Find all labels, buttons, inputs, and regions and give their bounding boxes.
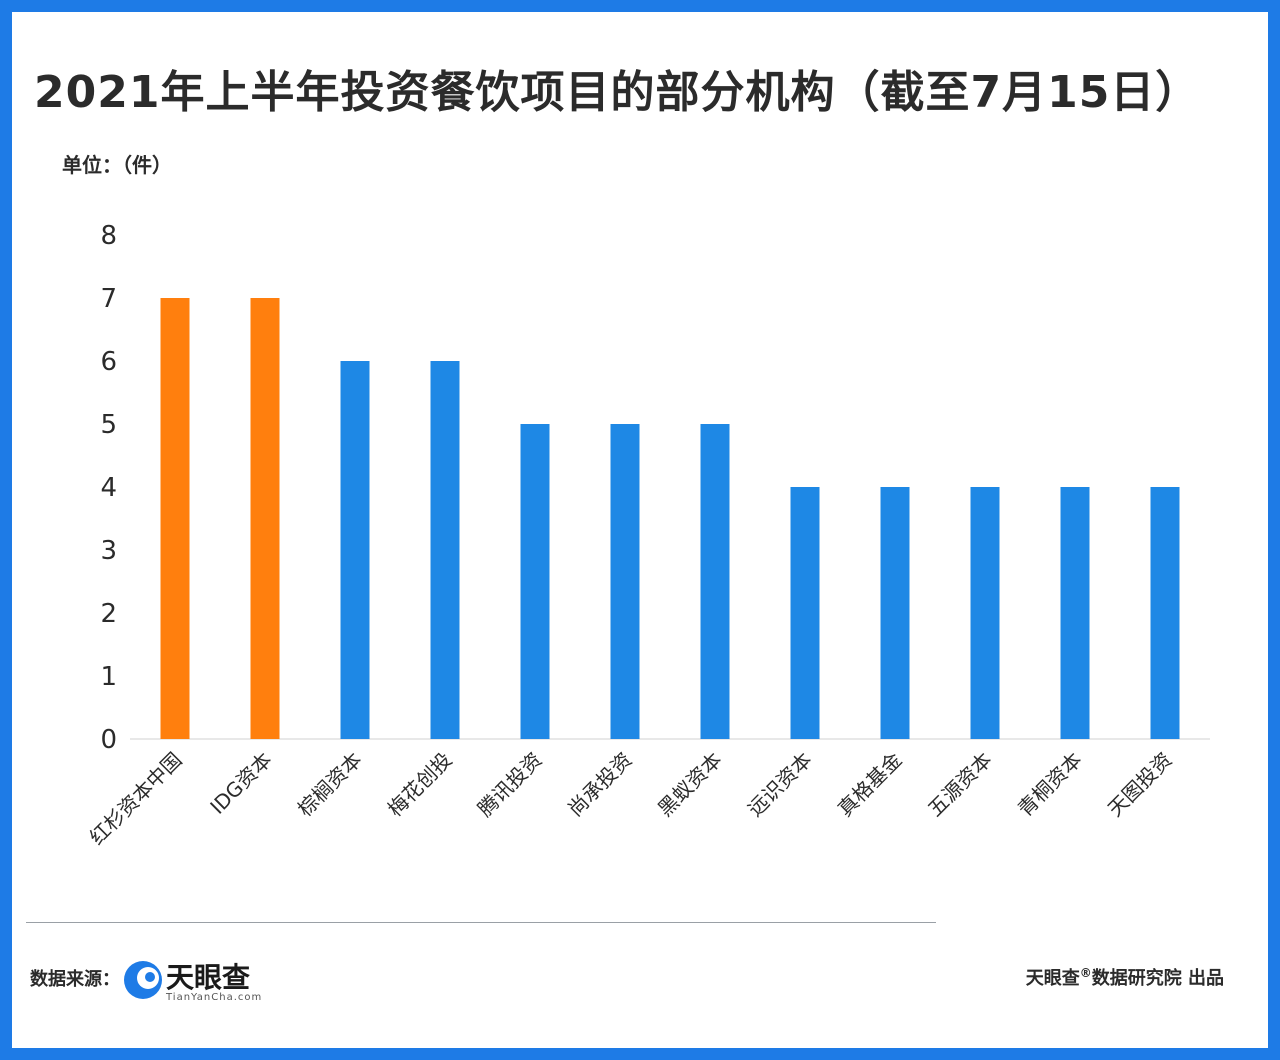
x-tick-label: 棕榈资本 xyxy=(293,748,367,822)
x-tick-label: 真格基金 xyxy=(833,748,907,822)
x-tick-label: 远识资本 xyxy=(743,748,817,822)
bar xyxy=(1060,487,1090,739)
bar xyxy=(430,361,460,739)
bar xyxy=(520,424,550,739)
registered-mark: ® xyxy=(1079,966,1092,980)
x-tick-label: 黑蚁资本 xyxy=(653,748,727,822)
source-label: 数据来源： xyxy=(30,969,120,990)
bar xyxy=(250,298,280,739)
y-tick-label: 6 xyxy=(100,347,117,377)
y-tick-label: 1 xyxy=(100,662,117,692)
bar-chart: 0 1 2 3 4 5 6 7 8 红杉资本中国 IDG资本 棕榈资本 梅花创投 腾讯投资 尚承投资 黑蚁资本… xyxy=(85,221,1210,850)
tianyancha-logo: 天眼查 TianYanCha.com xyxy=(122,954,282,1006)
chart-title: 2021年上半年投资餐饮项目的部分机构（截至7月15日） xyxy=(34,67,1201,118)
bar xyxy=(970,487,1000,739)
y-tick-label: 0 xyxy=(100,725,117,755)
x-tick-label: 尚承投资 xyxy=(563,748,637,822)
x-tick-label: 五源资本 xyxy=(923,748,997,822)
bar xyxy=(340,361,370,739)
logo-text: 天眼查 xyxy=(166,961,251,994)
y-tick-label: 8 xyxy=(100,221,117,251)
x-tick-label: 梅花创投 xyxy=(383,748,457,822)
y-tick-label: 7 xyxy=(100,284,117,314)
bar xyxy=(880,487,910,739)
footer-divider xyxy=(26,922,936,923)
logo-domain-text: TianYanCha.com xyxy=(166,992,263,1003)
y-tick-label: 4 xyxy=(100,473,117,503)
credit-rest: 数据研究院 出品 xyxy=(1091,968,1224,989)
y-tick-label: 2 xyxy=(100,599,117,629)
x-tick-label: 天图投资 xyxy=(1103,748,1177,822)
y-axis-unit-label: 单位：（件） xyxy=(62,153,172,177)
y-tick-label: 3 xyxy=(100,536,117,566)
bar xyxy=(610,424,640,739)
bar xyxy=(1150,487,1180,739)
credit-brand: 天眼查 xyxy=(1025,968,1080,989)
x-tick-label: 红杉资本中国 xyxy=(85,748,187,850)
chart-card: 2021年上半年投资餐饮项目的部分机构（截至7月15日） 单位：（件） 0 1 2 3… xyxy=(12,12,1268,1048)
x-tick-label: IDG资本 xyxy=(205,748,276,819)
x-tick-label: 青桐资本 xyxy=(1013,748,1087,822)
eye-logo-icon xyxy=(124,961,162,999)
x-tick-label: 腾讯投资 xyxy=(473,748,547,822)
credit-line: 天眼查®数据研究院 出品 xyxy=(1026,964,1224,990)
bar xyxy=(790,487,820,739)
bar xyxy=(160,298,190,739)
y-tick-label: 5 xyxy=(100,410,117,440)
bar xyxy=(700,424,730,739)
